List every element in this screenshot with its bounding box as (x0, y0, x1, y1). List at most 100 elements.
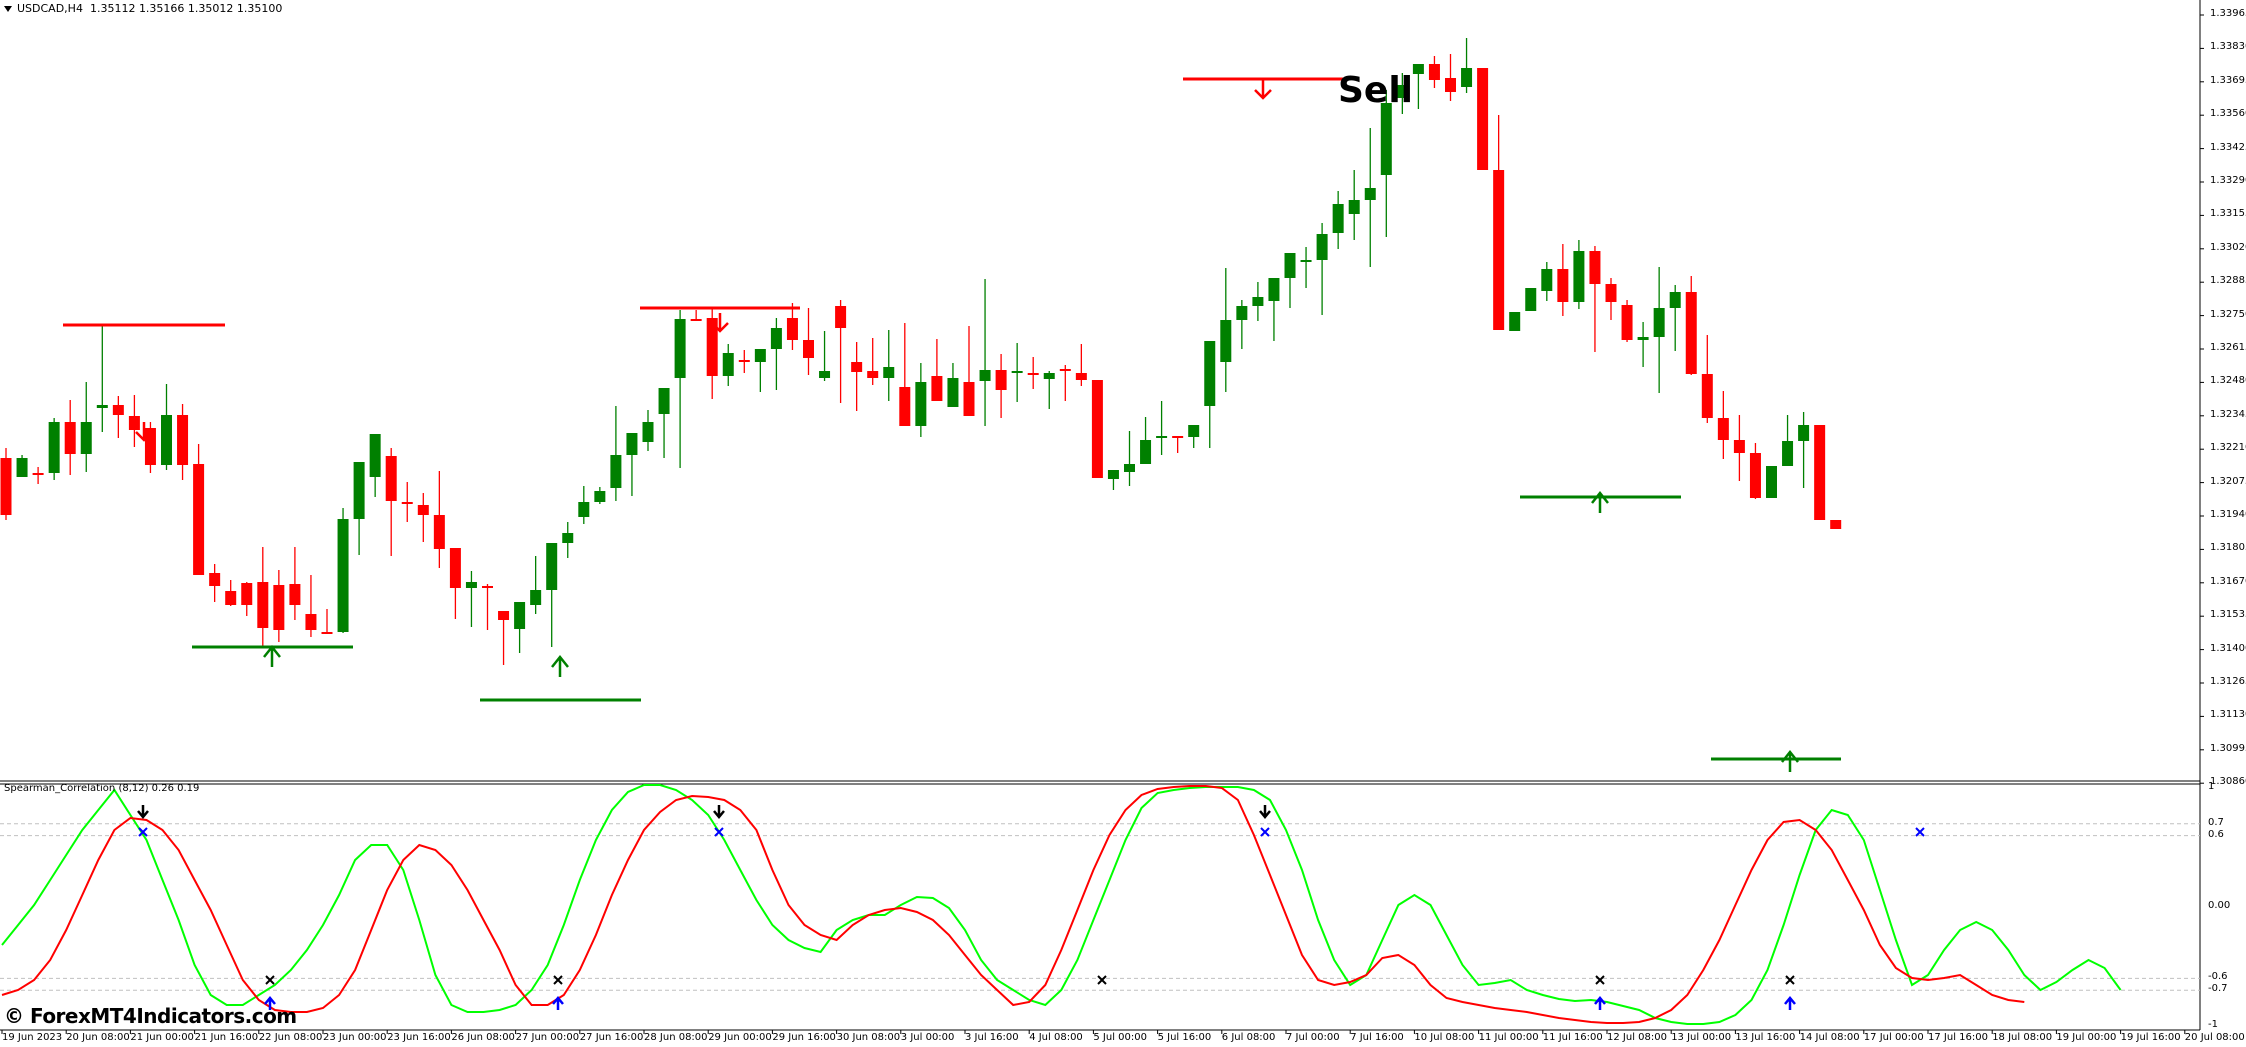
osc-buy-arrow-icon (1784, 996, 1796, 1010)
candle-body (1156, 436, 1168, 438)
candle-body (562, 533, 574, 543)
candle-body (1300, 260, 1312, 262)
candle-body (1043, 373, 1055, 379)
collapse-triangle-icon[interactable] (4, 6, 12, 12)
time-tick-label: 13 Jul 00:00 (1671, 1032, 1732, 1043)
oscillator-level-label: 0.6 (2208, 828, 2224, 840)
candle-body (690, 319, 702, 321)
candle-body (482, 586, 493, 588)
candle-body (867, 371, 879, 378)
indicator-label: Spearman_Correlation (8,12) 0.26 0.19 (4, 783, 200, 794)
price-tick-label: 1.31130 (2210, 709, 2246, 721)
fast-correlation-line (1, 784, 2122, 1025)
candle-body (337, 519, 349, 632)
candle-body (1124, 464, 1135, 472)
time-tick-label: 20 Jun 08:00 (66, 1032, 130, 1043)
sell-arrow-icon (1254, 80, 1272, 100)
time-tick-label: 20 Jul 08:00 (2184, 1032, 2245, 1043)
price-tick-label: 1.32345 (2210, 408, 2246, 420)
buy-arrow-icon (1781, 749, 1799, 772)
candle-body (193, 464, 205, 575)
candle-body (1252, 297, 1264, 306)
osc-exit-cross-icon (1097, 975, 1107, 985)
candle-body (995, 370, 1007, 390)
candle-body (947, 378, 959, 407)
time-tick-label: 3 Jul 00:00 (900, 1032, 955, 1043)
candle-body (738, 360, 750, 362)
candle-body (1493, 170, 1505, 330)
price-tick-label: 1.31670 (2210, 575, 2246, 587)
candle-body (1172, 436, 1184, 438)
price-tick-label: 1.32210 (2210, 442, 2246, 454)
candle-body (1461, 68, 1473, 87)
candle-body (803, 340, 814, 358)
sell-signal-label: Sell (1338, 70, 1414, 111)
candle-body (530, 590, 542, 605)
candle-body (1814, 425, 1826, 520)
candle-body (642, 422, 654, 442)
candle-body (1396, 85, 1408, 98)
symbol-timeframe: USDCAD,H4 (17, 2, 83, 15)
price-tick-label: 1.33155 (2210, 208, 2246, 220)
candle-body (1733, 440, 1745, 453)
candle-body (1766, 466, 1777, 498)
time-tick-label: 13 Jul 16:00 (1735, 1032, 1796, 1043)
time-tick-label: 30 Jun 08:00 (836, 1032, 901, 1043)
price-tick-label: 1.32885 (2210, 275, 2246, 287)
price-tick-label: 1.33965 (2210, 8, 2246, 19)
candle-body (96, 405, 108, 408)
time-tick-label: 4 Jul 08:00 (1029, 1032, 1083, 1043)
time-tick-label: 29 Jun 00:00 (708, 1032, 772, 1043)
candle-body (273, 585, 285, 630)
candle-body (626, 433, 638, 455)
candle-body (128, 416, 140, 430)
oscillator-level-label: -0.7 (2208, 983, 2228, 995)
candle-body (706, 318, 718, 376)
candle-body (770, 328, 782, 349)
time-tick-label: 17 Jul 00:00 (1863, 1032, 1924, 1043)
candle-body (209, 573, 221, 586)
candle-body (1701, 374, 1713, 418)
candle-body (498, 611, 510, 620)
candle-body (1830, 520, 1842, 529)
candle-body (1059, 369, 1071, 371)
candle-body (1428, 64, 1440, 80)
candle-body (80, 422, 92, 454)
candle-body (417, 505, 429, 515)
candle-body (1107, 470, 1119, 479)
candle-body (1509, 312, 1521, 331)
oscillator-level-label: 0.7 (2208, 816, 2224, 828)
chart-header: USDCAD,H4 1.35112 1.35166 1.35012 1.3510… (4, 2, 282, 15)
osc-exit-cross-icon (1785, 975, 1795, 985)
candle-body (1412, 64, 1424, 74)
candle-body (144, 428, 156, 465)
candle-body (1011, 371, 1023, 373)
candle-body (754, 349, 766, 362)
candle-body (851, 362, 863, 372)
candle-body (1798, 425, 1810, 441)
time-tick-label: 21 Jun 16:00 (194, 1032, 259, 1043)
candle-body (1204, 341, 1216, 406)
time-tick-label: 27 Jun 00:00 (515, 1032, 580, 1043)
candle-body (1669, 292, 1681, 308)
buy-arrow-icon (551, 654, 569, 677)
price-tick-label: 1.31265 (2210, 676, 2246, 687)
candle-body (835, 306, 847, 328)
candle-body (1140, 440, 1152, 464)
osc-sell-arrow-icon (137, 805, 149, 819)
candle-body (1220, 320, 1232, 362)
time-tick-label: 28 Jun 08:00 (644, 1032, 708, 1043)
price-tick-label: 1.33695 (2210, 74, 2246, 86)
candle-body (177, 415, 189, 465)
candle-body (385, 456, 397, 501)
candle-body (899, 387, 911, 426)
osc-sell-arrow-icon (713, 805, 725, 819)
candle-body (1445, 78, 1456, 92)
candle-body (305, 614, 317, 630)
osc-exit-cross-icon (1595, 975, 1605, 985)
osc-sell-cross-icon (1260, 827, 1270, 837)
candle-body (1477, 68, 1489, 170)
candle-body (353, 462, 365, 519)
